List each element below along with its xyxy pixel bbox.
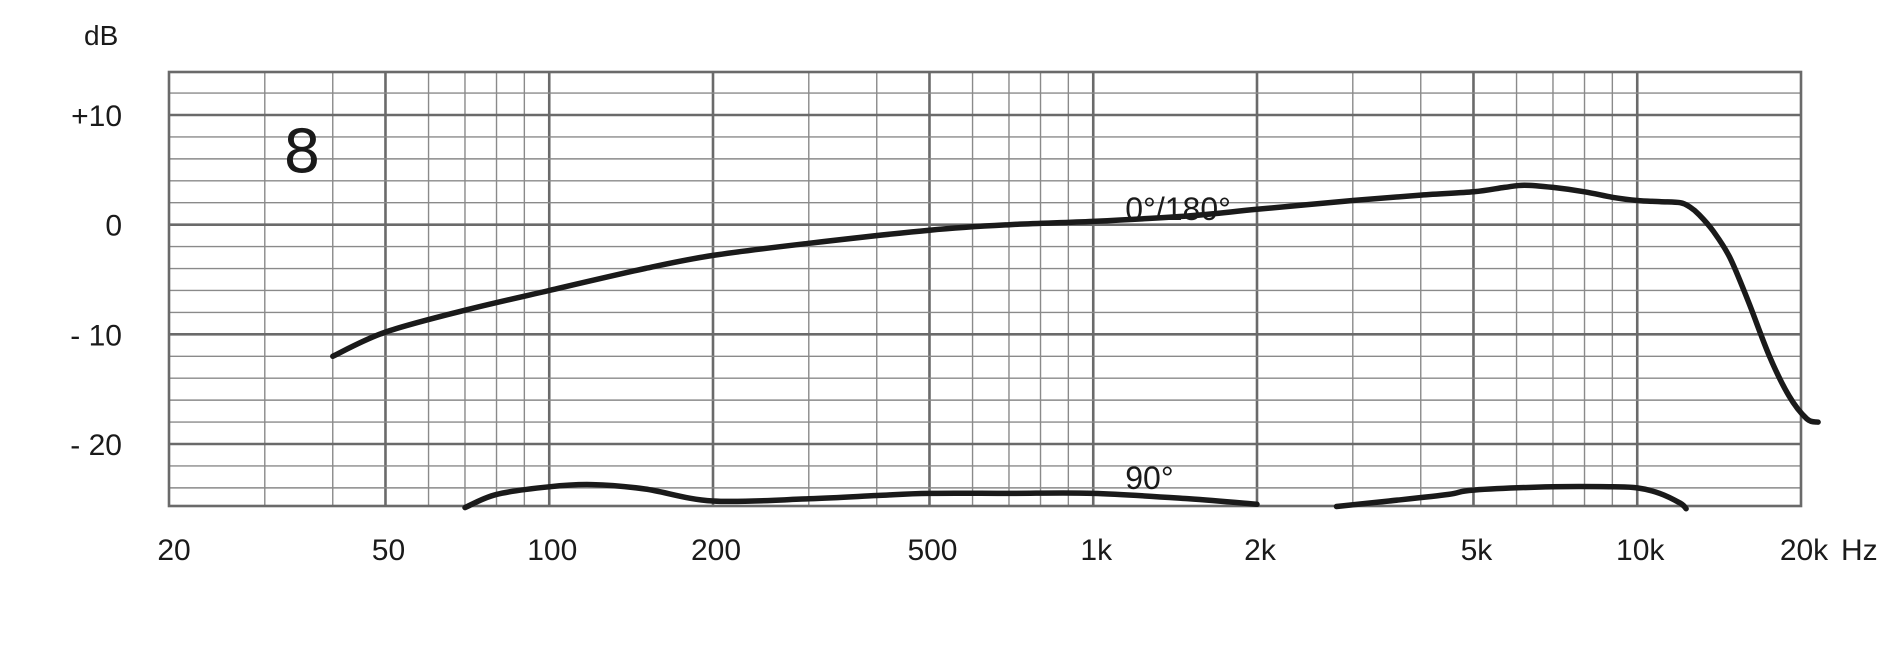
x-tick-label: 10k [1616,534,1665,567]
x-tick-label: 20k [1780,534,1829,567]
series-line-side-segment-1 [462,481,1260,511]
series-label-on-axis: 0°/180° [1125,191,1231,227]
x-axis-unit: Hz [1841,534,1878,567]
x-tick-label: 50 [372,534,405,567]
x-tick-label: 100 [527,534,577,567]
polar-pattern-symbol: 8 [283,117,321,187]
y-axis-unit: dB [84,20,118,51]
x-tick-label: 1k [1080,534,1113,567]
x-tick-label: 500 [907,534,957,567]
grid [169,72,1801,506]
plot-frame [167,70,1803,508]
labels: 20 50 100 200 500 1k 2k 5k 10k 20k +10 0 - 10 - 20 dB H… [70,20,1877,567]
series-line-on-axis-segment-1 [330,182,1821,425]
curves [330,182,1821,512]
y-tick-label: - 20 [70,429,122,462]
x-tick-label: 5k [1461,534,1494,567]
x-tick-label: 200 [691,534,741,567]
series-label-side: 90° [1125,460,1173,496]
y-tick-label: 0 [105,210,122,243]
x-tick-label: 2k [1244,534,1277,567]
x-tick-label: 20 [157,534,190,567]
y-tick-label: +10 [71,100,122,133]
series-line-side-segment-2 [1333,483,1689,512]
y-tick-label: - 10 [70,319,122,352]
